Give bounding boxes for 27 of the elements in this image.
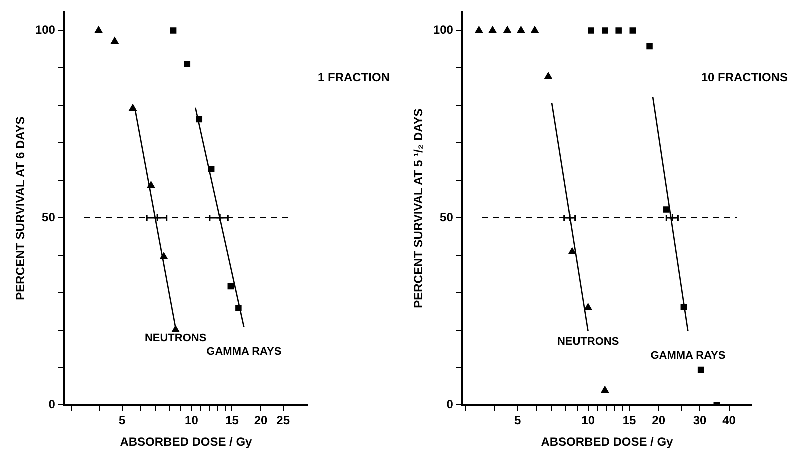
y-tick-label: 0: [48, 398, 56, 412]
series-label: NEUTRONS: [557, 336, 620, 348]
annotation: 10 FRACTIONS: [701, 70, 788, 84]
x-tick-label: 15: [226, 414, 240, 428]
y-tick-label: 100: [433, 23, 454, 38]
text: 1 FRACTION: [318, 70, 390, 84]
y-axis-title: PERCENT SURVIVAL AT 6 DAYS: [14, 116, 28, 300]
x-tick-label: 30: [693, 414, 708, 428]
x-tick-label: 20: [652, 414, 666, 428]
x-tick-label: 40: [722, 414, 736, 428]
y-tick-label: 50: [42, 210, 56, 224]
x-tick-label: 5: [119, 414, 126, 428]
x-axis-title: ABSORBED DOSE / Gy: [120, 435, 253, 450]
text: GAMMA RAYS: [650, 350, 726, 362]
y-tick-label: 100: [35, 23, 56, 38]
series-label: NEUTRONS: [144, 332, 207, 345]
y-axis-title: PERCENT SURVIVAL AT 5 ¹/₂ DAYS: [412, 108, 426, 308]
x-tick-label: 20: [254, 414, 268, 428]
x-tick-label: 5: [514, 414, 522, 428]
x-tick-label: 25: [276, 414, 290, 428]
x-tick-label: 15: [622, 414, 637, 428]
y-tick-label: 50: [440, 210, 454, 224]
x-tick-label: 10: [185, 414, 199, 428]
x-axis-title: ABSORBED DOSE / Gy: [541, 435, 674, 450]
x-tick-label: 10: [582, 414, 596, 428]
y-tick-label: 0: [446, 398, 454, 412]
text: GAMMA RAYS: [206, 346, 282, 358]
